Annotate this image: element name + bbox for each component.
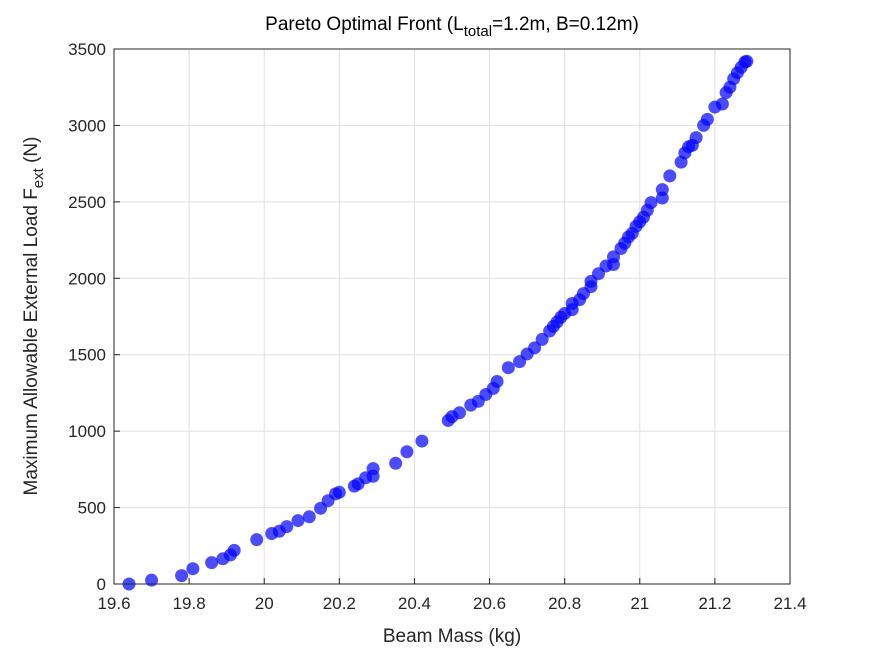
scatter-point (291, 514, 305, 528)
scatter-point (689, 131, 703, 145)
y-tick-label: 500 (78, 499, 106, 518)
scatter-point (389, 456, 403, 470)
x-tick-label: 19.6 (97, 594, 130, 613)
y-ticks: 0 500 1000 1500 2000 2500 3000 3500 (68, 40, 120, 594)
scatter-point (400, 445, 414, 459)
scatter-point (332, 485, 346, 499)
y-tick-label: 3000 (68, 116, 106, 135)
scatter-point (644, 196, 658, 210)
y-tick-label: 0 (97, 575, 106, 594)
scatter-point (606, 250, 620, 264)
scatter-point (453, 406, 467, 420)
x-axis-label: Beam Mass (kg) (383, 626, 521, 647)
y-axis-label: Maximum Allowable External Load Fext (N) (21, 137, 47, 496)
scatter-point (145, 573, 159, 587)
scatter-point (663, 169, 677, 183)
scatter-point (740, 54, 754, 68)
scatter-point (205, 556, 219, 570)
chart-title-prefix: Pareto Optimal Front (L (265, 14, 464, 35)
y-tick-label: 3500 (68, 40, 106, 59)
scatter-point (528, 341, 542, 355)
x-tick-label: 20.2 (323, 594, 356, 613)
x-tick-label: 21.2 (698, 594, 731, 613)
x-tick-label: 21.4 (773, 594, 806, 613)
scatter-point (415, 434, 429, 448)
chart-title-subscript: total (464, 23, 492, 40)
scatter-point (175, 569, 189, 583)
scatter-point (700, 112, 714, 126)
scatter-point (490, 374, 504, 388)
x-tick-label: 20.4 (398, 594, 431, 613)
x-tick-label: 19.8 (173, 594, 206, 613)
scatter-point (501, 361, 515, 375)
y-axis-label-suffix: (N) (21, 137, 42, 169)
scatter-point (280, 520, 294, 534)
x-tick-label: 20.6 (473, 594, 506, 613)
y-tick-label: 2000 (68, 269, 106, 288)
y-axis-label-prefix: Maximum Allowable External Load F (21, 188, 42, 495)
x-tick-label: 20.8 (548, 594, 581, 613)
x-tick-label: 20 (255, 594, 274, 613)
scatter-point (655, 183, 669, 197)
axes-background (114, 49, 790, 584)
scatter-point (715, 97, 729, 111)
scatter-point (186, 562, 200, 576)
data-points (122, 54, 754, 591)
y-tick-label: 1500 (68, 346, 106, 365)
axes-box (113, 48, 791, 585)
x-ticks: 19.6 19.8 20 20.2 20.4 20.6 20.8 21 21.2 21.4 (97, 578, 807, 613)
y-tick-label: 1000 (68, 422, 106, 441)
x-tick-label: 21 (630, 594, 649, 613)
chart-title: Pareto Optimal Front (Ltotal=1.2m, B=0.1… (265, 14, 639, 40)
scatter-point (250, 533, 264, 547)
y-tick-label: 2500 (68, 193, 106, 212)
y-axis-label-subscript: ext (30, 167, 47, 188)
scatter-point (227, 543, 241, 557)
scatter-point (535, 332, 549, 346)
scatter-point (366, 462, 380, 476)
scatter-point (302, 510, 316, 524)
chart-title-suffix: =1.2m, B=0.12m) (492, 14, 639, 35)
